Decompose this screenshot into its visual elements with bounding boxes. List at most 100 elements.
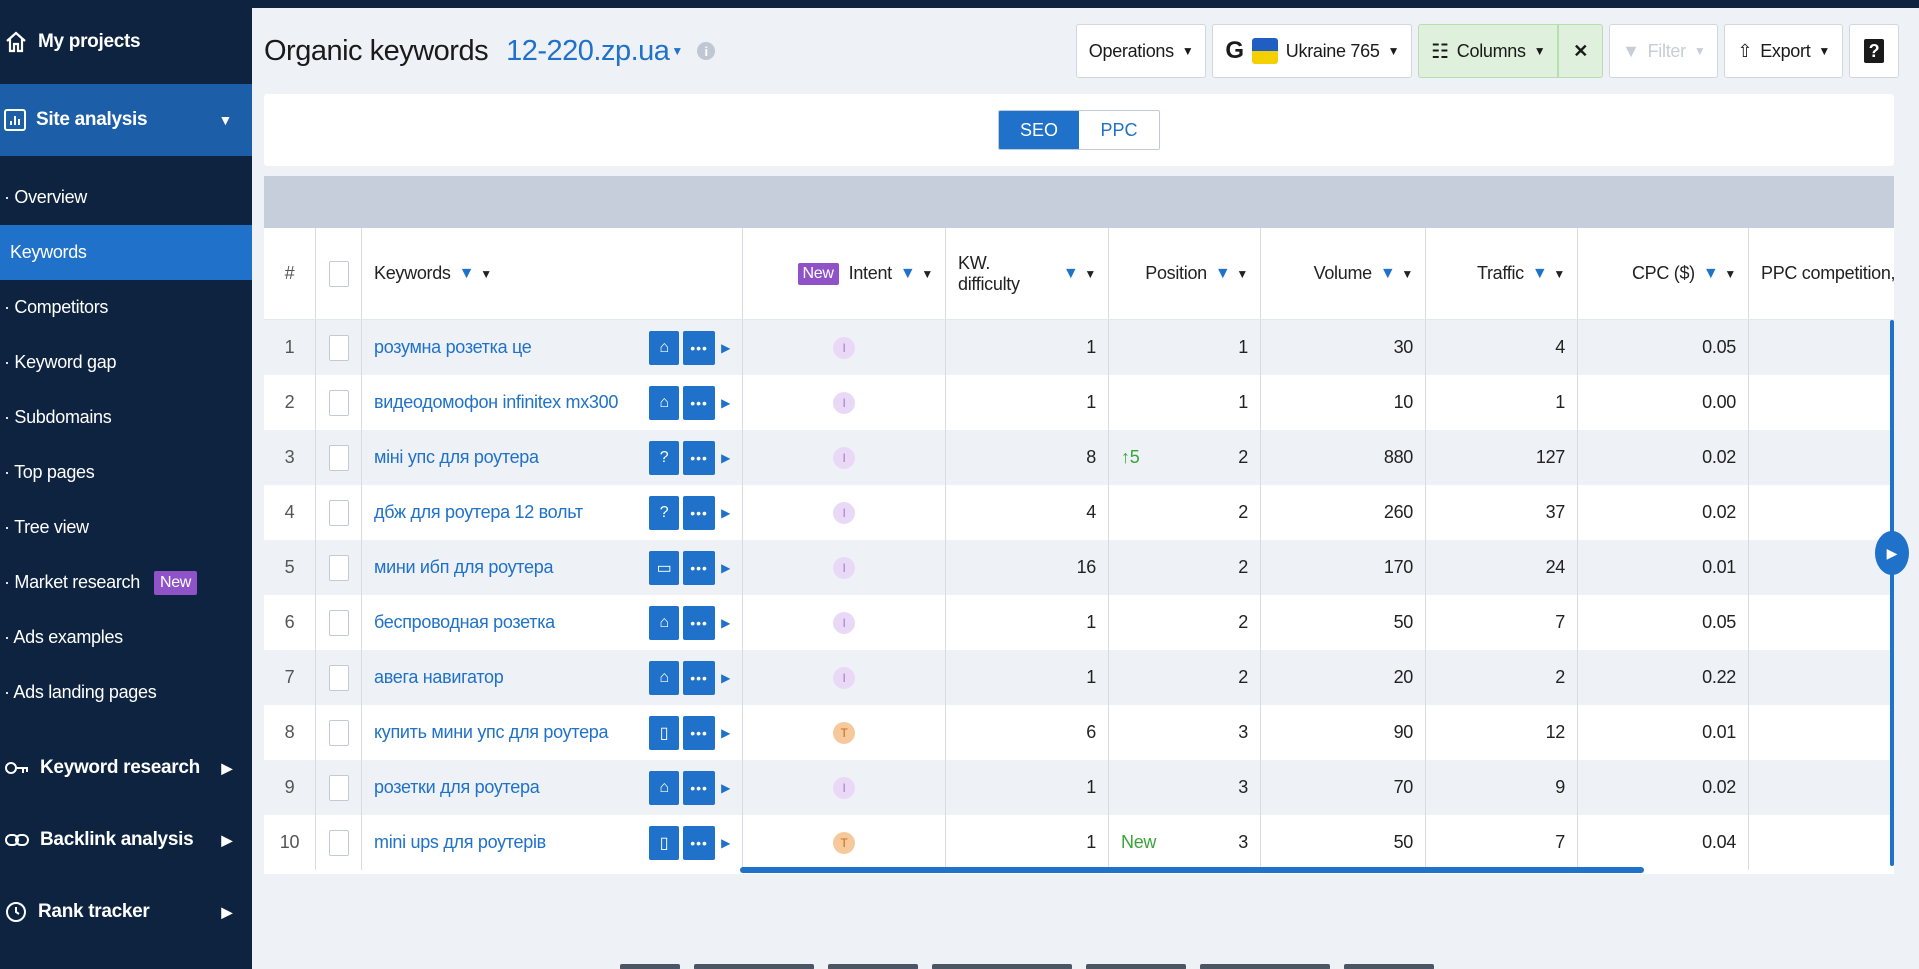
help-button[interactable]: ?	[1849, 24, 1899, 78]
keyword-link[interactable]: авега навигатор	[374, 667, 504, 687]
chevron-right-icon[interactable]: ▶	[721, 450, 730, 465]
col-intent-header[interactable]: New Intent ▼ ▼	[743, 228, 946, 319]
more-icon[interactable]: •••	[683, 330, 716, 365]
chevron-right-icon[interactable]: ▶	[721, 725, 730, 740]
chevron-right-icon[interactable]: ▶	[721, 780, 730, 795]
filter-icon[interactable]: ▼	[1531, 264, 1548, 282]
sort-icon[interactable]: ▼	[480, 266, 492, 281]
row-checkbox[interactable]	[328, 554, 349, 581]
col-position-header[interactable]: Position ▼ ▼	[1109, 228, 1261, 319]
sort-icon[interactable]: ▼	[921, 266, 933, 281]
sort-icon[interactable]: ▼	[1724, 266, 1736, 281]
select-all-checkbox[interactable]	[328, 260, 349, 287]
chevron-right-icon[interactable]: ▶	[721, 395, 730, 410]
sidebar-section-keyword-research[interactable]: Keyword research ▶	[0, 732, 252, 804]
serp-feature-icon[interactable]: ▯	[649, 715, 680, 750]
sidebar-item-market-research[interactable]: · Market research New	[0, 555, 252, 610]
chevron-right-icon[interactable]: ▶	[721, 340, 730, 355]
filter-icon[interactable]: ▼	[1062, 264, 1079, 282]
more-icon[interactable]: •••	[683, 550, 716, 585]
sort-icon[interactable]: ▼	[1553, 266, 1565, 281]
operations-button[interactable]: Operations ▼	[1075, 24, 1207, 78]
filter-icon[interactable]: ▼	[1702, 264, 1719, 282]
sidebar-section-site-analysis[interactable]: Site analysis ▼	[0, 84, 252, 156]
more-icon[interactable]: •••	[683, 440, 716, 475]
sidebar-section-backlink-analysis[interactable]: Backlink analysis ▶	[0, 804, 252, 876]
row-checkbox[interactable]	[328, 444, 349, 471]
serp-feature-icon[interactable]: ⌂	[649, 385, 680, 420]
keyword-link[interactable]: дбж для роутера 12 вольт	[374, 502, 583, 522]
chevron-right-icon[interactable]: ▶	[721, 505, 730, 520]
info-icon[interactable]: i	[697, 42, 716, 60]
filter-icon[interactable]: ▼	[1214, 264, 1231, 282]
sidebar-item-subdomains[interactable]: · Subdomains	[0, 390, 252, 445]
row-checkbox[interactable]	[328, 719, 349, 746]
serp-feature-icon[interactable]: ▯	[649, 825, 680, 860]
more-icon[interactable]: •••	[683, 825, 716, 860]
chevron-right-icon[interactable]: ▶	[721, 560, 730, 575]
tab-ppc[interactable]: PPC	[1079, 111, 1159, 149]
sidebar-item-keyword-gap[interactable]: · Keyword gap	[0, 335, 252, 390]
col-volume-header[interactable]: Volume ▼ ▼	[1261, 228, 1426, 319]
sidebar-item-tree-view[interactable]: · Tree view	[0, 500, 252, 555]
row-checkbox[interactable]	[328, 389, 349, 416]
country-selector[interactable]: G Ukraine 765 ▼	[1212, 24, 1413, 78]
more-icon[interactable]: •••	[683, 605, 716, 640]
sidebar-item-ads-examples[interactable]: · Ads examples	[0, 610, 252, 665]
sort-icon[interactable]: ▼	[1236, 266, 1248, 281]
serp-feature-icon[interactable]: ⌂	[649, 770, 680, 805]
row-checkbox[interactable]	[328, 609, 349, 636]
vertical-scrollbar[interactable]	[1890, 320, 1894, 866]
col-cpc-header[interactable]: CPC ($) ▼ ▼	[1578, 228, 1749, 319]
sidebar-item-overview[interactable]: · Overview	[0, 170, 252, 225]
keyword-link[interactable]: купить мини упс для роутера	[374, 722, 609, 742]
chevron-right-icon[interactable]: ▶	[721, 615, 730, 630]
col-ppc-header[interactable]: PPC competition, %	[1749, 228, 1894, 319]
sidebar-item-keywords[interactable]: Keywords	[0, 225, 252, 280]
row-checkbox[interactable]	[328, 829, 349, 856]
clear-columns-button[interactable]: ✕	[1558, 24, 1604, 78]
row-checkbox[interactable]	[328, 334, 349, 361]
more-icon[interactable]: •••	[683, 660, 716, 695]
row-checkbox[interactable]	[328, 499, 349, 526]
sidebar-item-ads-landing-pages[interactable]: · Ads landing pages	[0, 665, 252, 720]
sort-icon[interactable]: ▼	[1401, 266, 1413, 281]
filter-icon[interactable]: ▼	[458, 264, 475, 282]
sort-icon[interactable]: ▼	[1084, 266, 1096, 281]
columns-button[interactable]: ☷ Columns ▼	[1418, 24, 1559, 78]
col-kd-header[interactable]: KW. difficulty ▼ ▼	[946, 228, 1109, 319]
sidebar-section-rank-tracker[interactable]: Rank tracker ▶	[0, 876, 252, 948]
keyword-link[interactable]: мини ибп для роутера	[374, 557, 554, 577]
more-icon[interactable]: •••	[683, 715, 716, 750]
scroll-right-button[interactable]: ▶	[1875, 531, 1909, 575]
filter-button[interactable]: ▼ Filter ▼	[1609, 24, 1719, 78]
col-traffic-header[interactable]: Traffic ▼ ▼	[1426, 228, 1578, 319]
more-icon[interactable]: •••	[683, 770, 716, 805]
keyword-link[interactable]: mini ups для роутерів	[374, 832, 546, 852]
col-keywords-header[interactable]: Keywords ▼ ▼	[362, 228, 743, 319]
filter-icon[interactable]: ▼	[899, 264, 916, 282]
filter-icon[interactable]: ▼	[1379, 264, 1396, 282]
keyword-link[interactable]: міні упс для роутера	[374, 447, 539, 467]
serp-feature-icon[interactable]: ▭	[649, 550, 680, 585]
keyword-link[interactable]: розумна розетка це	[374, 337, 532, 357]
sidebar-item-top-pages[interactable]: · Top pages	[0, 445, 252, 500]
tab-seo[interactable]: SEO	[999, 111, 1079, 149]
keyword-link[interactable]: беспроводная розетка	[374, 612, 555, 632]
more-icon[interactable]: •••	[683, 495, 716, 530]
horizontal-scrollbar[interactable]	[740, 867, 1644, 873]
keyword-link[interactable]: розетки для роутера	[374, 777, 540, 797]
chevron-right-icon[interactable]: ▶	[721, 835, 730, 850]
sidebar-item-my-projects[interactable]: My projects	[0, 0, 252, 84]
serp-feature-icon[interactable]: ⌂	[649, 330, 680, 365]
domain-selector[interactable]: 12-220.zp.ua	[506, 34, 670, 67]
serp-feature-icon[interactable]: ⌂	[649, 660, 680, 695]
chevron-down-icon[interactable]: ▼	[671, 44, 684, 58]
more-icon[interactable]: •••	[683, 385, 716, 420]
export-button[interactable]: ⇧ Export ▼	[1724, 24, 1843, 78]
row-checkbox[interactable]	[328, 774, 349, 801]
serp-feature-icon[interactable]: ⌂	[649, 605, 680, 640]
serp-feature-icon[interactable]: ?	[649, 495, 680, 530]
serp-feature-icon[interactable]: ?	[649, 440, 680, 475]
sidebar-item-competitors[interactable]: · Competitors	[0, 280, 252, 335]
